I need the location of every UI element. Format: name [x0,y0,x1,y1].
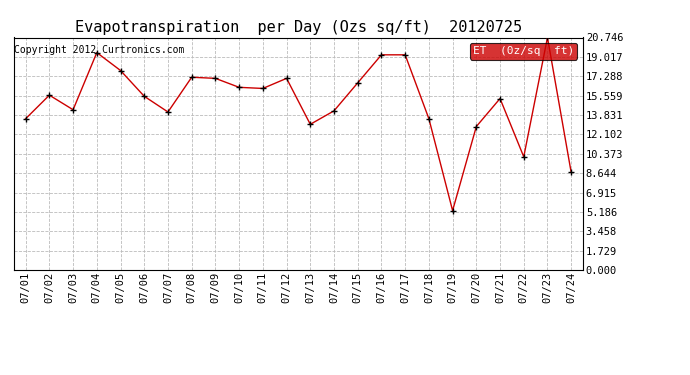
Title: Evapotranspiration  per Day (Ozs sq/ft)  20120725: Evapotranspiration per Day (Ozs sq/ft) 2… [75,20,522,35]
Text: Copyright 2012 Curtronics.com: Copyright 2012 Curtronics.com [14,45,184,55]
Legend: ET  (0z/sq  ft): ET (0z/sq ft) [470,43,578,60]
